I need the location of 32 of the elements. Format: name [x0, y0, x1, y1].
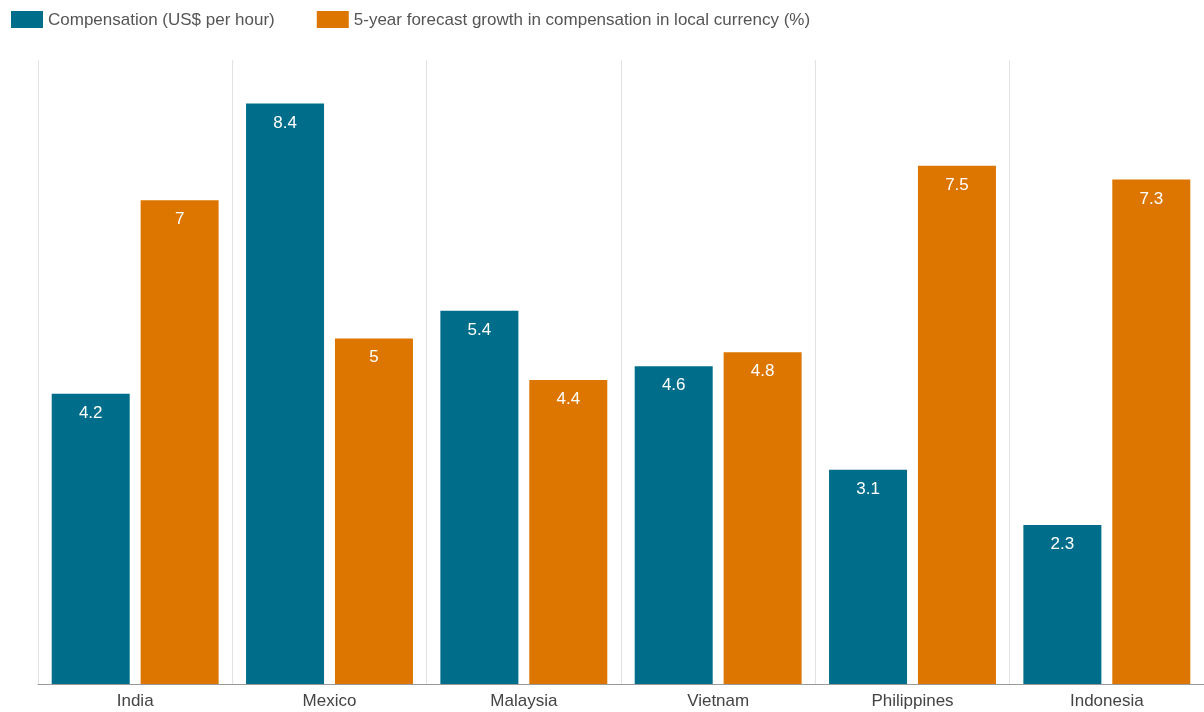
bar — [917, 165, 996, 684]
data-label: 3.1 — [856, 478, 880, 498]
data-label: 4.2 — [78, 402, 103, 422]
bar — [529, 379, 608, 684]
data-label: 4.8 — [750, 361, 775, 381]
bar — [1112, 179, 1191, 684]
data-label: 7.3 — [1139, 188, 1164, 208]
bar — [440, 310, 519, 684]
bar — [634, 366, 713, 684]
bar — [246, 103, 325, 684]
x-tick-label: Indonesia — [1069, 691, 1145, 710]
bar — [334, 338, 413, 684]
x-tick-label: Malaysia — [490, 691, 558, 710]
legend-label: Compensation (US$ per hour) — [48, 10, 275, 29]
bar — [51, 393, 130, 684]
x-tick-label: Mexico — [302, 691, 357, 710]
x-tick-label: Philippines — [871, 691, 954, 710]
data-label: 7 — [174, 209, 185, 229]
x-tick-label: India — [116, 691, 155, 710]
data-label: 4.4 — [556, 388, 581, 408]
x-tick-label: Vietnam — [687, 691, 750, 710]
bar — [1023, 525, 1102, 684]
bar — [829, 469, 908, 684]
data-label: 4.6 — [661, 375, 686, 395]
data-label: 8.4 — [273, 112, 297, 132]
data-label: 7.5 — [945, 174, 969, 194]
data-label: 5.4 — [467, 319, 492, 339]
data-label: 5 — [369, 347, 379, 367]
bar — [723, 352, 802, 684]
bar — [140, 200, 219, 684]
legend-label: 5-year forecast growth in compensation in local currency (%) — [353, 10, 811, 29]
data-label: 2.3 — [1050, 534, 1075, 554]
